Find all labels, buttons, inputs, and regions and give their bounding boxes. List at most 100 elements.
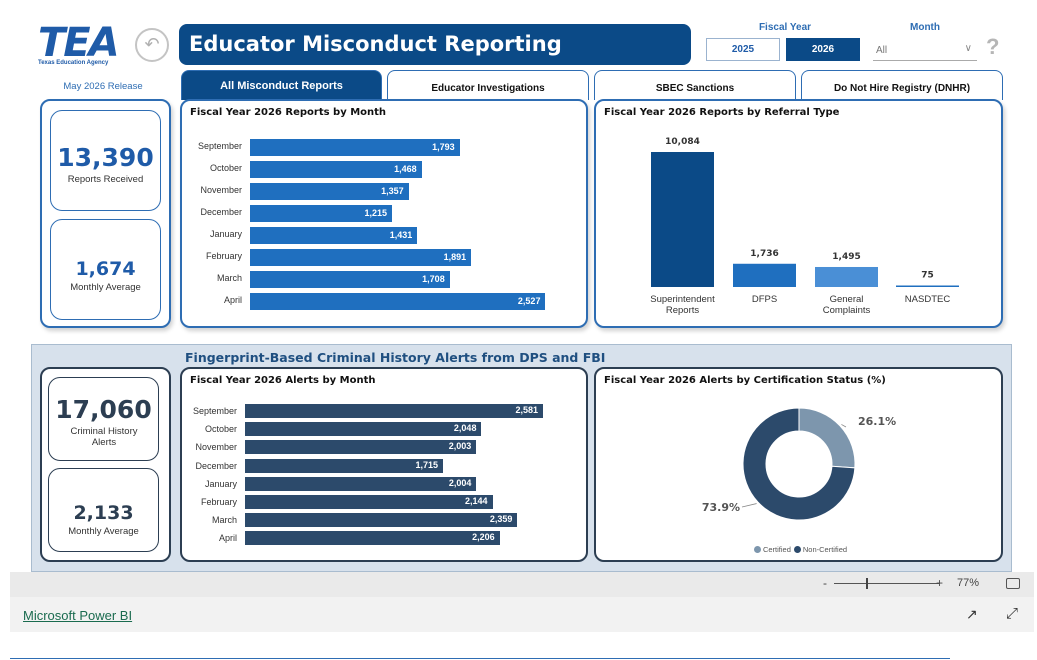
leader-line [841,424,847,428]
category-label: February [200,497,237,507]
month-dropdown[interactable]: All ∨ [873,41,977,61]
powerbi-link[interactable]: Microsoft Power BI [23,608,133,623]
bar-value-label: 1,495 [832,252,860,262]
bar[interactable]: 2,527 [250,293,546,310]
chevron-down-icon: ∨ [964,43,972,54]
bar-row: March 1,708 [217,271,554,288]
expand-icon[interactable]: ⤢ [1006,605,1019,622]
donut-slice[interactable] [798,407,856,469]
bar[interactable]: 1,891 [250,249,472,266]
category-label: February [205,251,242,261]
category-label: November [195,442,237,453]
category-label: March [211,515,237,526]
donut-value-label: 26.1% [858,415,896,428]
tab-all-misconduct-reports[interactable]: All Misconduct Reports [181,70,382,100]
bar[interactable]: 1,468 [250,161,422,178]
bar-row: March 2,359 [212,513,543,529]
bar[interactable]: 2,144 [245,495,493,509]
bar[interactable]: 1,431 [250,227,418,244]
bar[interactable]: 2,581 [245,404,543,418]
bar-value-label: 2,003 [448,441,472,452]
bar-value-label: 10,084 [665,137,700,147]
help-icon[interactable]: ? [986,34,1000,59]
zoom-out-button[interactable]: - [823,576,827,590]
powerbi-footer: Microsoft Power BI ↗ ⤢ [10,597,1034,632]
divider [10,658,950,659]
bar-row: September 1,793 [198,139,554,156]
criminal-history-alerts-card: 17,060 Criminal History Alerts [48,377,159,461]
category-label: September [197,141,242,151]
zoom-level: 77% [957,577,980,589]
zoom-slider[interactable] [834,578,939,589]
reports-received-label: Reports Received [67,174,144,185]
alerts-by-certification-chart: Fiscal Year 2026 Alerts by Certification… [594,367,1003,562]
bar[interactable]: 1,793 [250,139,460,156]
bar-value-label: 2,206 [472,532,495,543]
category-label: March [216,273,242,283]
chart-title: Fiscal Year 2026 Alerts by Certification… [604,375,886,386]
share-icon[interactable]: ↗ [966,606,978,622]
chart-title: Fiscal Year 2026 Alerts by Month [190,375,376,386]
bar[interactable]: 2,004 [245,476,477,491]
bar-row: November 2,003 [195,440,543,456]
bar[interactable]: 1,715 [245,458,443,473]
bar[interactable]: 1,708 [250,271,450,288]
bar-row: January 1,431 [210,227,554,244]
bar-value-label: 1,215 [364,207,388,218]
bar-value-label: 2,004 [448,477,472,488]
category-label: October [209,163,242,173]
bar[interactable]: 1,215 [250,205,393,222]
bar[interactable] [651,152,714,287]
alerts-monthly-average-label: Monthly Average [68,526,139,537]
zoom-slider-thumb[interactable] [865,578,868,589]
bar-row: January 2,004 [205,476,543,493]
section-title: Fingerprint-Based Criminal History Alert… [185,350,606,365]
category-label: November [200,185,242,195]
donut-slice[interactable] [742,407,856,521]
back-arrow-icon[interactable]: ↶ [135,28,169,62]
bar[interactable]: 2,206 [245,531,500,546]
category-label: January [209,229,242,239]
year-2025-button[interactable]: 2025 [706,38,780,61]
month-dropdown-value: All [876,45,888,56]
bar-value-label: 2,581 [515,405,538,415]
top-kpi-panel: 13,390 Reports Received 1,674 Monthly Av… [40,99,171,328]
bar[interactable]: 2,048 [245,422,482,437]
bar[interactable]: 1,357 [250,183,409,200]
monthly-average-value: 1,674 [75,258,136,280]
tab-educator-investigations[interactable]: Educator Investigations [387,70,589,100]
tab-do-not-hire-registry[interactable]: Do Not Hire Registry (DNHR) [801,70,1003,100]
bar-value-label: 1,736 [750,249,778,259]
category-label: January [204,478,237,489]
reports-by-month-chart: Fiscal Year 2026 Reports by Month Septem… [180,99,588,328]
bar-value-label: 2,048 [453,423,477,434]
reports-received-value: 13,390 [57,143,154,172]
monthly-average-label: Monthly Average [70,282,141,293]
tab-sbec-sanctions[interactable]: SBEC Sanctions [594,70,796,100]
bar-row: April 2,527 [224,293,554,310]
leader-line [741,503,757,508]
zoom-in-button[interactable]: + [936,576,944,590]
reports-received-card: 13,390 Reports Received [50,110,161,211]
bar[interactable] [815,266,878,287]
category-label: Complaints [823,305,871,316]
donut-legend: Certified Non-Certified [747,540,857,558]
bar-row: October 1,468 [210,161,554,178]
bar-row: February 2,144 [201,495,543,511]
alerts-by-month-chart: Fiscal Year 2026 Alerts by Month Septemb… [180,367,588,562]
fit-to-page-icon[interactable] [1006,578,1020,589]
bar[interactable]: 2,003 [245,440,477,455]
page-title: Educator Misconduct Reporting [179,24,691,65]
reports-by-referral-chart: Fiscal Year 2026 Reports by Referral Typ… [594,99,1003,328]
bar-value-label: 2,144 [465,496,488,506]
year-2026-button[interactable]: 2026 [786,38,860,61]
zoom-toolbar: - + 77% [10,572,1034,597]
chart-title: Fiscal Year 2026 Reports by Month [190,107,387,118]
criminal-history-alerts-label: Criminal History Alerts [70,426,138,448]
bar-row: December 1,715 [195,458,543,475]
bar[interactable] [896,285,959,288]
bar[interactable]: 2,359 [245,513,518,528]
category-label: Reports [666,305,700,316]
bar[interactable] [733,263,796,287]
fiscal-year-label: Fiscal Year [758,22,812,33]
